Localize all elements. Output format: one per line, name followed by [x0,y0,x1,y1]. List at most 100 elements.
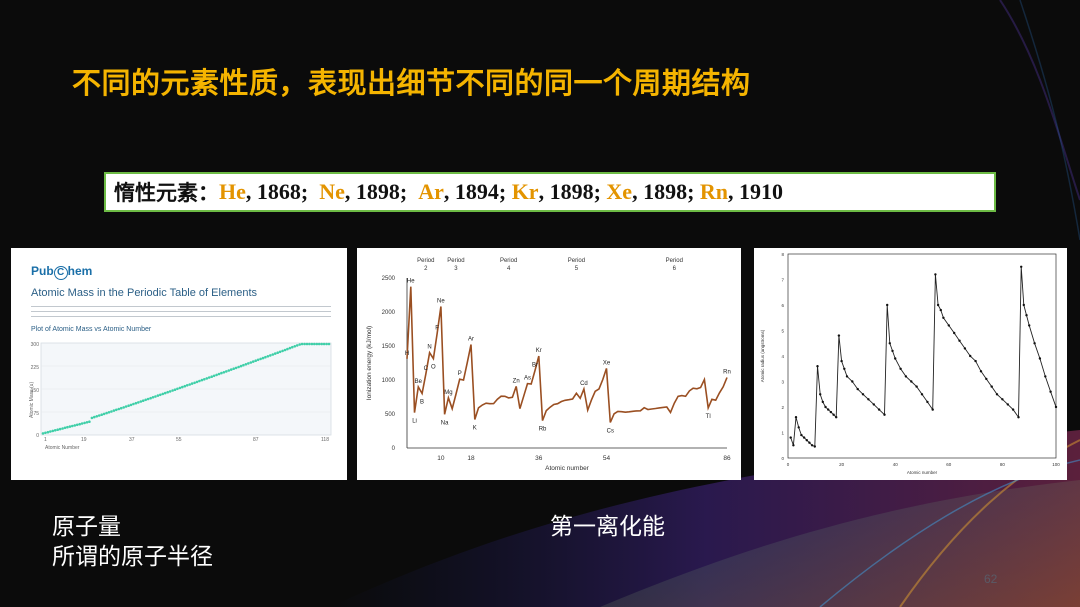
period-number: 4 [507,266,511,272]
noble-symbol: Xe [606,179,633,204]
y-tick-label: 3 [781,380,784,385]
y-tick-label: 5 [781,329,784,334]
mass-point [41,432,45,435]
mass-point [176,387,179,391]
period-label: Period [417,258,434,264]
radius-point [792,444,795,447]
mass-point [61,427,64,430]
mass-point [58,427,62,431]
mass-point [300,342,304,346]
ie-element-labels: He H Li Be B C N O F Ne Na Mg P Ar K Zn As Br Kr Rb Cd Xe Cs Tl… [405,279,731,435]
mass-point [242,363,245,367]
radius-point [1017,416,1020,419]
mass-point [244,363,248,366]
radius-point [958,339,961,342]
mass-point [293,345,297,348]
mass-point [93,415,96,419]
mass-point [303,342,306,346]
radius-point [995,393,999,396]
radius-point [1020,265,1023,268]
radius-point [1054,405,1058,409]
radius-point [861,393,865,396]
radius-point [904,375,908,378]
y-ticks: 300 225 150 75 0 [31,342,40,439]
radius-point [821,400,824,404]
noble-gas-lead: 惰性元素： [114,181,219,205]
mass-point [71,424,74,428]
element-label: H [405,351,409,357]
radius-point [883,413,886,416]
mass-point [288,346,292,350]
radius-point [947,324,950,327]
radius-point [829,410,833,414]
mass-point [266,355,270,358]
radius-point [794,416,798,419]
mass-point [68,425,72,428]
x-tick-label: 80 [1000,462,1006,467]
y-tick-label: 0 [781,456,784,461]
radius-point [845,375,849,378]
y-tick-label: 500 [385,412,396,418]
mass-point [107,411,111,414]
mass-point [166,390,169,394]
radius-point [1033,342,1036,345]
pubchem-plot-title: Plot of Atomic Mass vs Atomic Number [31,326,152,333]
radius-point [931,408,934,411]
y-tick: 0 [36,433,39,439]
pubchem-title: Atomic Mass in the Periodic Table of Ele… [31,287,258,299]
y-tick-label: 2000 [382,310,396,316]
x-tick: 1 [44,437,47,443]
mass-point [122,406,125,409]
mass-point [327,342,331,346]
y-tick-label: 4 [781,354,784,359]
radius-point [969,354,972,358]
period-label: Period [447,258,464,264]
mass-point [188,383,191,386]
y-tick-label: 0 [392,446,396,452]
x-tick: 19 [81,437,87,443]
mass-point [75,423,79,427]
mass-point [308,342,311,346]
element-label: Br [532,362,538,368]
element-label: C [424,366,429,372]
x-axis-title: Atomic number [907,470,938,475]
mass-point [203,378,206,381]
y-axis-label: Atomic Mass (u) [29,382,35,418]
caption-atomic-radius: 所谓的原子半径 [52,544,213,570]
radius-point [819,393,822,396]
mass-point [117,407,121,411]
radius-point [985,377,988,381]
noble-gas-box: 惰性元素： He, 1868; Ne, 1898; Ar, 1894; Kr, … [104,172,996,212]
y-tick: 150 [31,388,40,394]
radius-point [974,359,977,363]
mass-point [124,405,128,408]
caption-left: 原子量 所谓的原子半径 [52,512,213,572]
mass-point [183,384,187,388]
mass-point [269,354,272,357]
noble-year: 1894 [454,179,499,204]
y-tick-label: 1500 [382,344,396,350]
radius-point [910,380,913,383]
mass-point [49,430,52,433]
noble-symbol: Ar [418,179,444,204]
mass-point [78,422,81,426]
period-number: 5 [575,266,579,272]
radius-point [886,303,889,307]
mass-point [278,350,282,354]
period-number: 3 [454,266,458,272]
radius-point [942,316,945,319]
radius-point [805,439,808,442]
element-label: K [473,426,477,432]
radius-point [934,273,937,276]
radius-point [827,408,830,411]
mass-point [44,431,47,435]
radius-point [936,303,940,307]
element-label: Ar [468,337,474,343]
mass-point [217,372,221,376]
x-tick: 55 [176,437,182,443]
mass-point [205,377,209,380]
radius-point [789,436,792,439]
element-label: Mg [444,390,452,396]
page-number: 62 [984,572,998,586]
